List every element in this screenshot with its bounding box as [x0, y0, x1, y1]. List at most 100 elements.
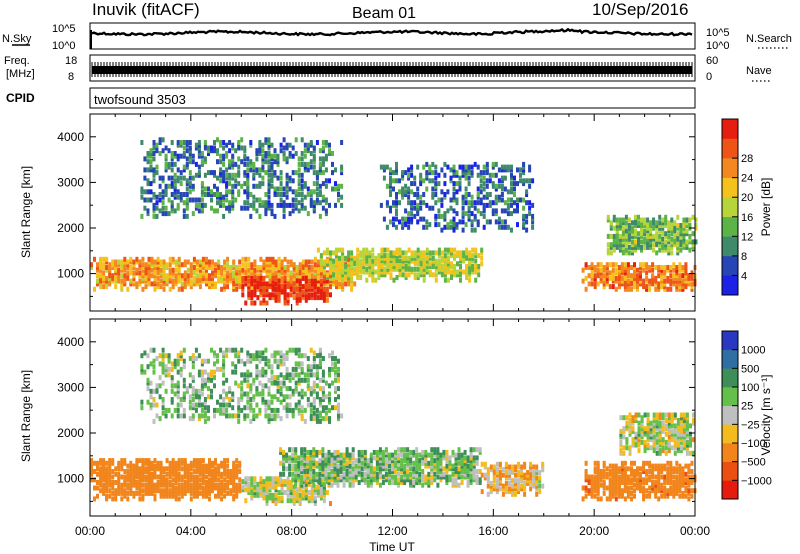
velocity-cell — [156, 482, 160, 488]
velocity-cell — [354, 466, 358, 472]
power-cell — [341, 277, 345, 283]
power-cell — [141, 286, 145, 292]
power-cell — [191, 183, 195, 189]
velocity-cell — [463, 460, 467, 466]
power-cell — [282, 151, 286, 156]
power-cell — [631, 242, 634, 248]
velocity-cell — [360, 474, 364, 480]
power-cell — [618, 223, 622, 228]
power-cell — [374, 269, 378, 275]
velocity-cell — [689, 437, 692, 443]
power-cell — [265, 300, 269, 306]
power-cell — [226, 273, 230, 279]
velocity-cell — [640, 434, 644, 440]
power-cell — [164, 189, 168, 195]
power-cell — [158, 137, 162, 143]
power-cell — [268, 273, 272, 279]
power-cell — [419, 200, 423, 206]
power-cell — [197, 208, 201, 214]
power-cell — [386, 261, 390, 267]
velocity-cell — [520, 470, 524, 475]
velocity-cell — [177, 482, 181, 488]
power-cell — [156, 262, 160, 268]
power-cell — [294, 170, 298, 176]
velocity-cell — [232, 488, 236, 494]
power-cell — [456, 272, 459, 278]
power-cell — [143, 197, 147, 203]
power-cell — [120, 278, 124, 284]
velocity-cell — [265, 484, 269, 490]
power-cell — [295, 267, 299, 273]
power-cell — [301, 284, 305, 290]
power-cell — [637, 242, 640, 248]
power-cell — [649, 244, 653, 250]
power-cell — [639, 270, 642, 276]
power-cell — [105, 259, 109, 265]
power-cell — [324, 178, 328, 184]
power-cell — [485, 161, 489, 167]
velocity-cell — [93, 469, 96, 474]
velocity-cell — [672, 466, 676, 472]
velocity-cell — [285, 466, 289, 472]
velocity-cell — [495, 478, 499, 484]
power-cell — [250, 278, 254, 284]
velocity-cell — [666, 471, 670, 477]
velocity-cell — [342, 471, 346, 477]
power-cell — [255, 170, 259, 176]
velocity-cell — [508, 472, 511, 478]
power-cell — [434, 222, 438, 228]
power-cell — [516, 167, 519, 173]
power-cell — [513, 175, 516, 181]
velocity-cell — [517, 461, 520, 467]
velocity-cell — [177, 477, 181, 483]
power-cell — [189, 278, 193, 284]
velocity-cell — [529, 464, 533, 470]
power-cell — [286, 265, 290, 270]
power-cell — [494, 194, 498, 200]
velocity-cell — [469, 452, 473, 458]
velocity-cell — [318, 471, 322, 477]
velocity-cell — [660, 463, 664, 469]
velocity-cell — [690, 469, 694, 474]
power-cell — [322, 295, 326, 301]
velocity-cell — [306, 471, 310, 477]
velocity-cell — [253, 479, 257, 485]
velocity-cell — [146, 353, 150, 359]
velocity-cell — [602, 460, 606, 466]
velocity-cell — [294, 458, 298, 464]
power-cell — [307, 267, 311, 273]
velocity-cell — [129, 488, 133, 494]
power-cell — [365, 269, 369, 275]
power-cell — [667, 233, 671, 239]
velocity-cell — [590, 477, 594, 483]
power-cell — [636, 286, 639, 292]
power-colorbar-tick: 16 — [741, 212, 753, 224]
velocity-cell — [439, 463, 443, 469]
power-cell — [658, 228, 662, 234]
power-cell — [471, 266, 475, 272]
velocity-cell — [634, 412, 638, 418]
power-cell — [232, 286, 236, 292]
power-cell — [404, 189, 408, 195]
velocity-cell — [640, 426, 644, 432]
power-cell — [222, 170, 226, 176]
power-cell — [485, 192, 489, 197]
velocity-cell — [304, 495, 308, 501]
power-cell — [201, 278, 205, 284]
power-cell — [661, 231, 665, 237]
velocity-cell — [205, 485, 208, 491]
velocity-cell — [132, 480, 136, 485]
power-cell — [329, 255, 332, 261]
power-cell — [186, 259, 190, 265]
velocity-cell — [211, 469, 214, 474]
velocity-cell — [306, 455, 310, 461]
velocity-cell — [666, 474, 670, 480]
power-cell — [672, 273, 676, 279]
power-cell — [231, 183, 235, 189]
velocity-cell — [655, 418, 659, 423]
power-cell — [292, 286, 296, 292]
power-cell — [672, 278, 676, 284]
power-cell — [303, 167, 307, 173]
velocity-cell — [189, 482, 193, 488]
velocity-cell — [439, 471, 443, 477]
